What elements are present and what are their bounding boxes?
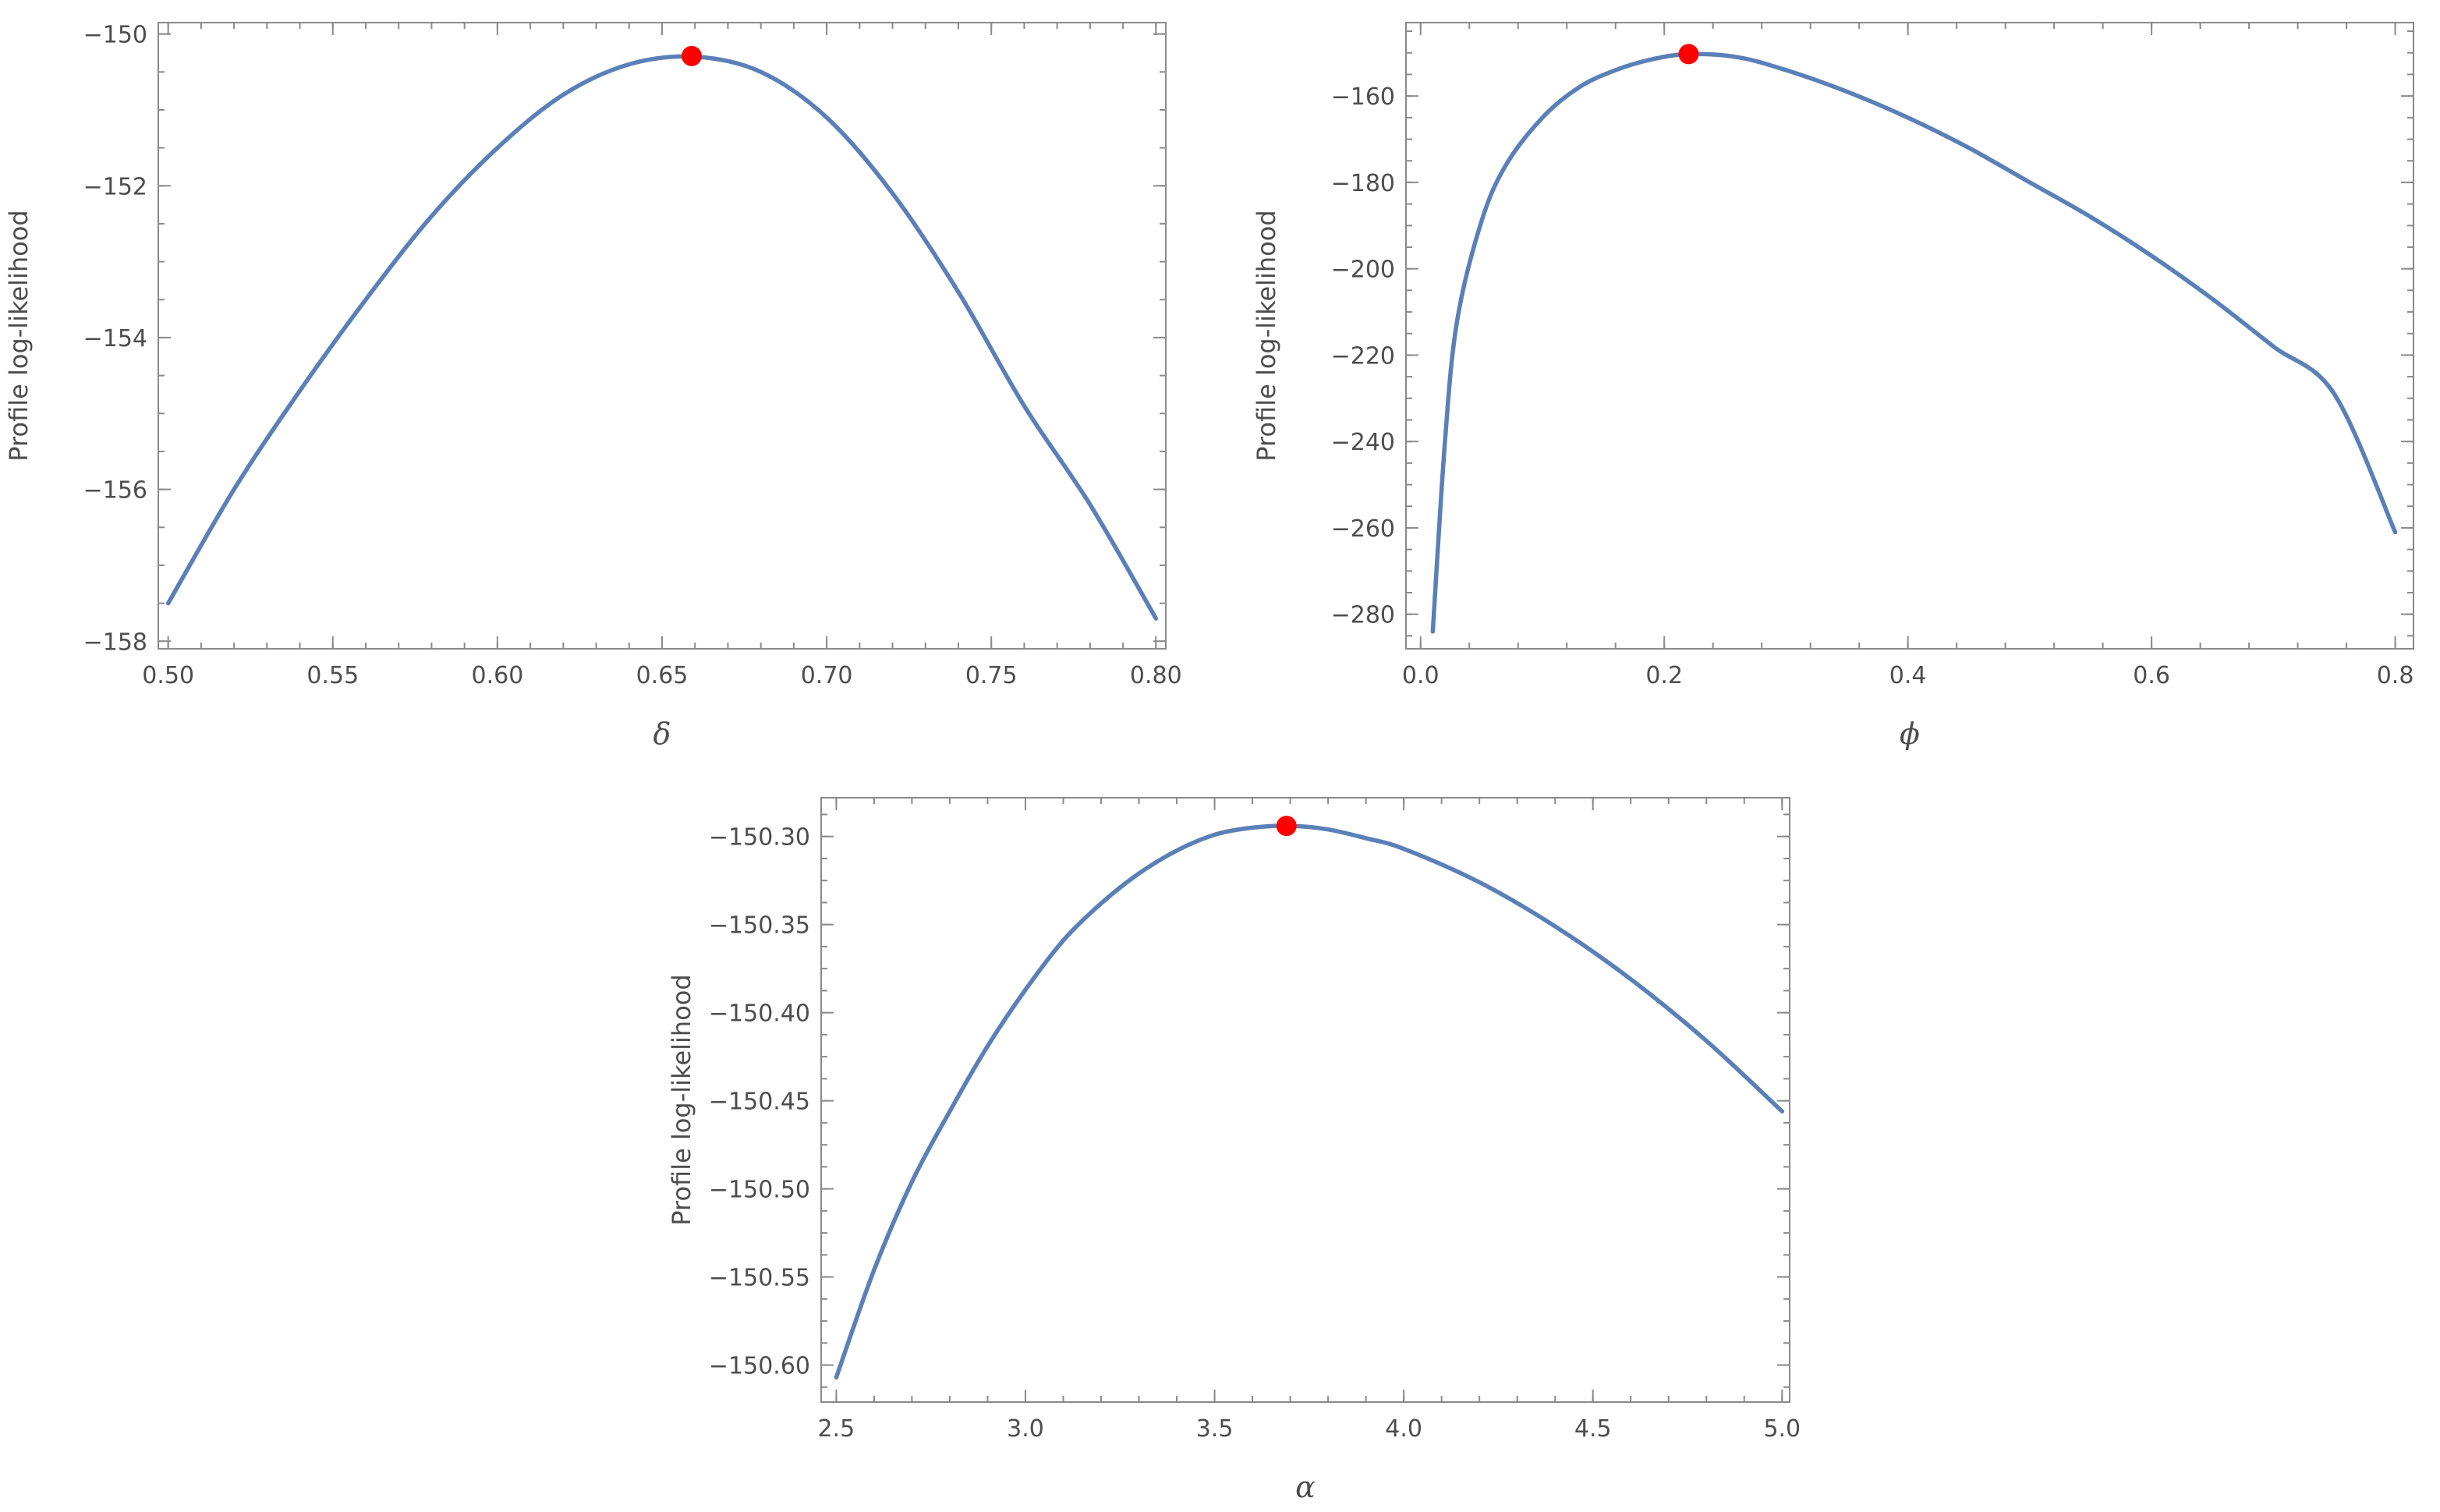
y-tick-label: −260	[1331, 515, 1395, 543]
x-tick-label: 4.5	[1574, 1415, 1612, 1443]
x-tick-label: 0.65	[636, 662, 689, 689]
x-tick-label: 0.75	[965, 662, 1018, 689]
y-tick-label: −150.30	[709, 824, 810, 852]
x-tick-label: 4.0	[1385, 1415, 1422, 1443]
chart-phi: 0.0 0.2 0.4 0.6 0.8 −160 −180 −200 −220 −240 −260 −…	[1252, 22, 2414, 751]
maximum-point	[1678, 44, 1699, 65]
y-tick-label: −220	[1331, 342, 1395, 370]
x-tick-label: 2.5	[818, 1415, 855, 1443]
y-tick-label: −154	[83, 325, 147, 352]
x-tick-label: 0.4	[1889, 662, 1927, 689]
x-axis-title: δ	[653, 717, 671, 751]
y-tick-label: −150.45	[709, 1089, 810, 1116]
y-tick-label: −150.35	[709, 912, 810, 940]
y-tick-label: −180	[1331, 170, 1395, 197]
x-tick-label: 0.60	[471, 662, 523, 689]
y-tick-label: −152	[83, 173, 147, 200]
x-tick-label: 0.8	[2377, 662, 2414, 689]
x-tick-label: 0.6	[2133, 662, 2170, 689]
y-tick-label: −150.60	[709, 1353, 810, 1380]
y-tick-label: −150.50	[709, 1177, 810, 1204]
y-tick-label: −150.55	[709, 1265, 810, 1292]
x-tick-label: 5.0	[1763, 1415, 1801, 1443]
x-tick-label: 3.0	[1007, 1415, 1044, 1443]
chart-alpha: 2.5 3.0 3.5 4.0 4.5 5.0 −150.30 −150.35 −150.40 −…	[667, 797, 1801, 1504]
likelihood-curve	[834, 823, 1785, 1380]
plot-frame	[1405, 22, 2414, 650]
y-tick-label: −150	[83, 22, 147, 49]
x-axis-title: α	[1295, 1470, 1316, 1504]
y-tick-label: −200	[1331, 257, 1395, 284]
y-tick-label: −160	[1331, 83, 1395, 111]
y-axis-title: Profile log-likelihood	[4, 210, 34, 461]
plot-frame	[820, 797, 1790, 1403]
y-tick-label: −156	[83, 477, 147, 505]
y-axis-title: Profile log-likelihood	[1252, 210, 1281, 461]
likelihood-curve	[1430, 51, 2398, 634]
x-axis-title: ϕ	[1900, 717, 1920, 751]
x-tick-label: 0.2	[1645, 662, 1683, 689]
y-tick-label: −280	[1331, 602, 1395, 629]
y-tick-label: −150.40	[709, 1000, 810, 1028]
maximum-point	[1276, 816, 1297, 837]
chart-delta: 0.50 0.55 0.60 0.65 0.70 0.75 0.80 −150 −152 −154…	[4, 22, 1182, 751]
x-tick-label: 0.55	[306, 662, 359, 689]
y-tick-label: −158	[83, 629, 147, 656]
y-tick-label: −240	[1331, 429, 1395, 456]
x-tick-label: 0.70	[801, 662, 853, 689]
y-axis-title: Profile log-likelihood	[667, 974, 696, 1225]
plot-frame	[158, 22, 1167, 650]
x-tick-label: 0.80	[1130, 662, 1182, 689]
x-tick-label: 0.0	[1402, 662, 1440, 689]
x-tick-label: 3.5	[1196, 1415, 1234, 1443]
x-tick-label: 0.50	[142, 662, 194, 689]
maximum-point	[682, 45, 702, 66]
likelihood-curve	[165, 54, 1159, 621]
